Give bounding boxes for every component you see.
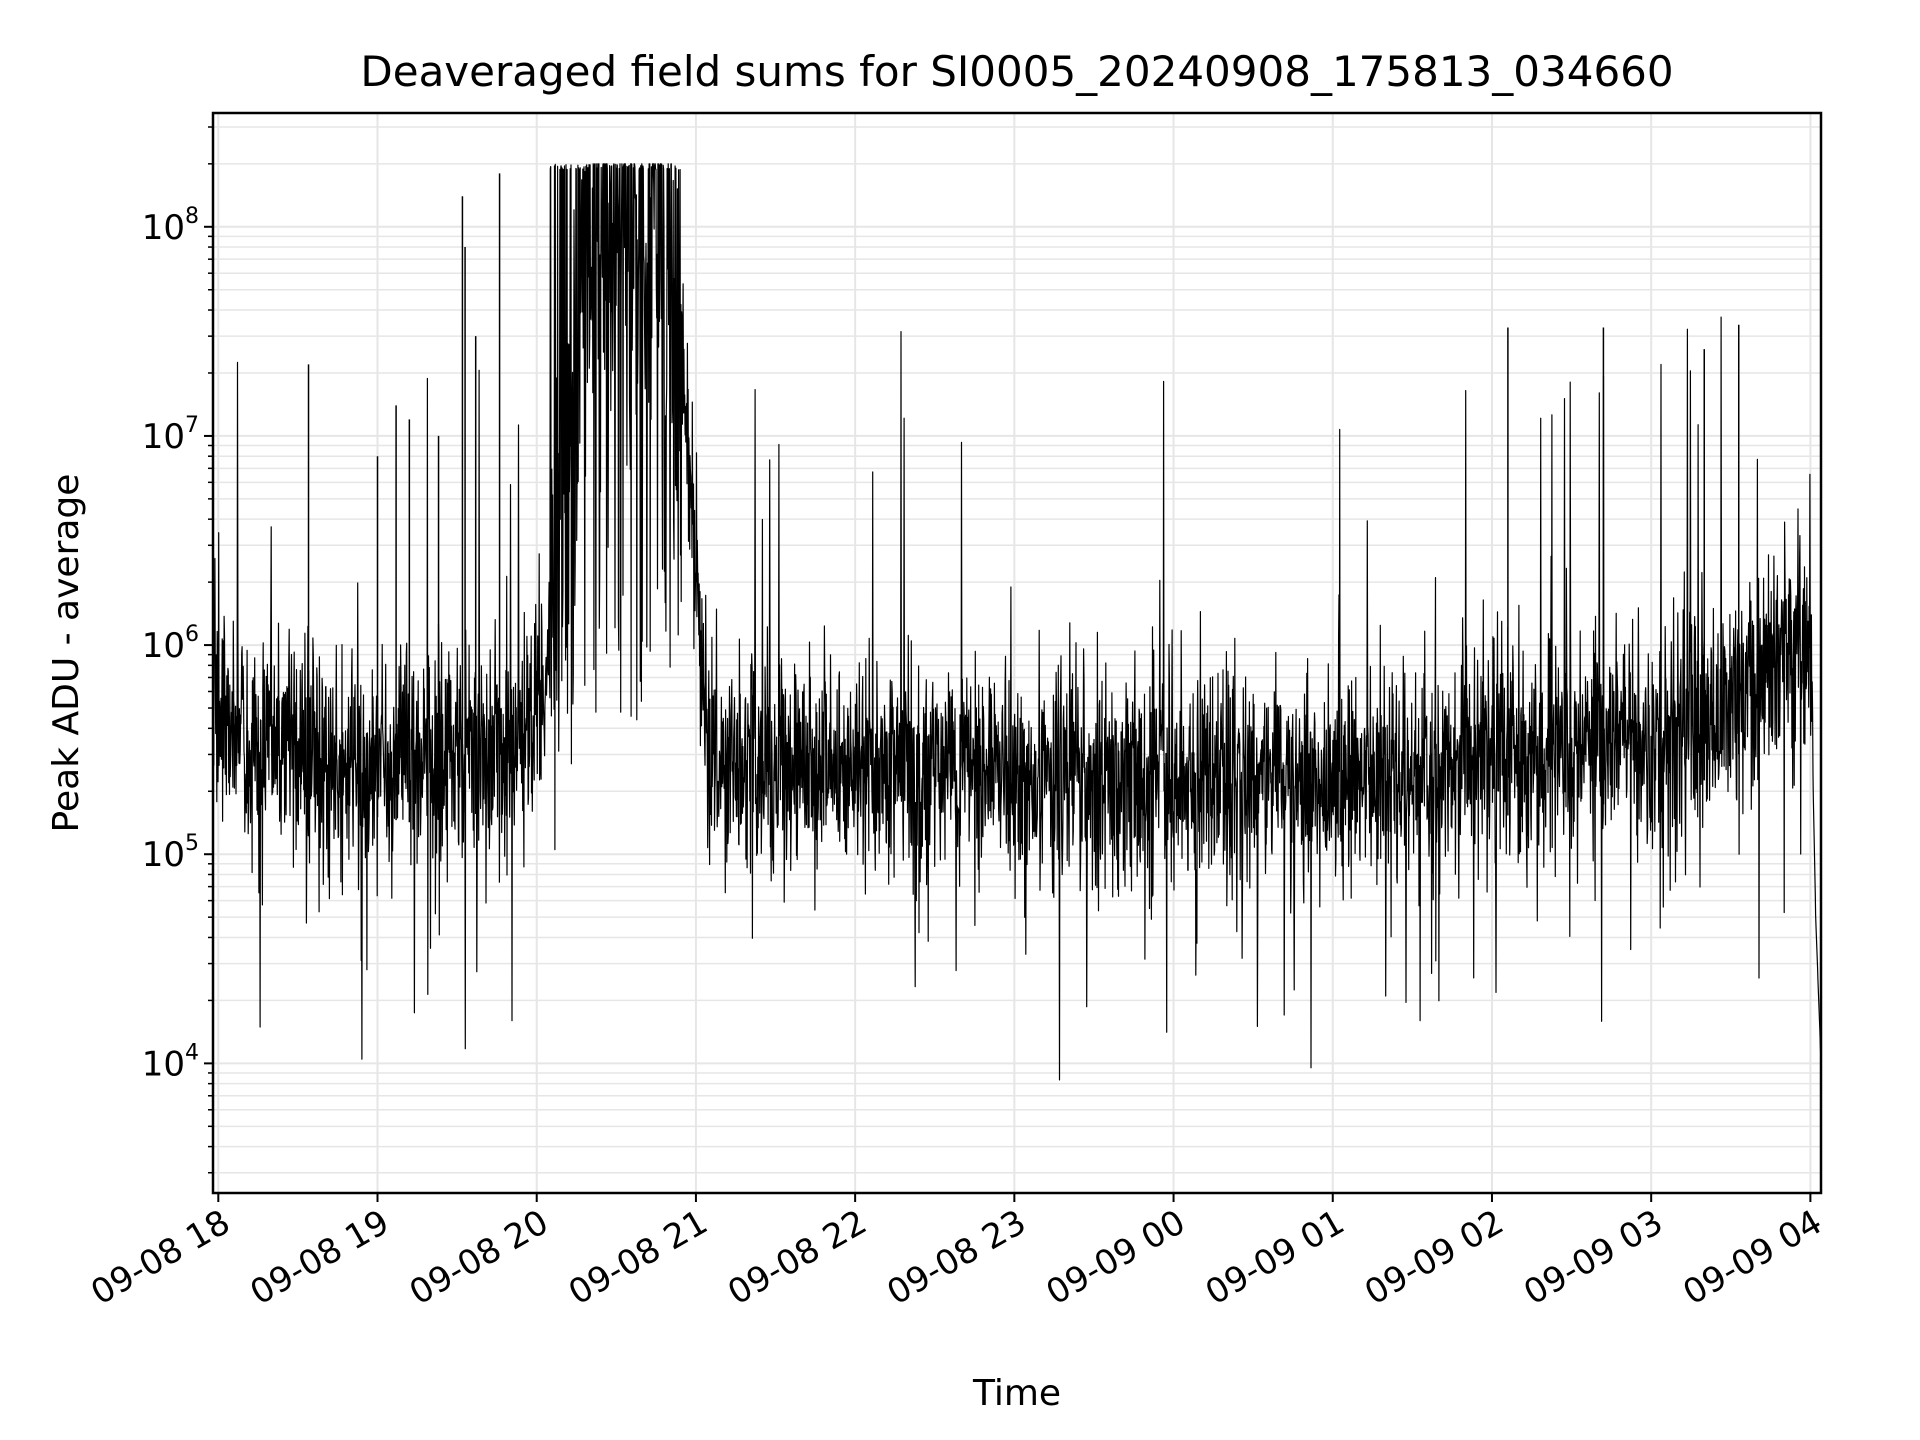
y-axis-label: Peak ADU - average (46, 474, 87, 833)
y-tick-label: 108 (142, 204, 199, 248)
y-tick-label: 107 (142, 413, 199, 457)
y-tick-label: 105 (142, 831, 199, 875)
x-axis-label: Time (972, 1373, 1061, 1414)
series-line (212, 163, 1822, 1081)
chart-title: Deaveraged field sums for SI0005_2024090… (360, 47, 1673, 96)
grid (213, 113, 1821, 1193)
data-layer (212, 163, 1822, 1081)
y-axis: 104 105 106 107 108 (142, 126, 213, 1174)
plot-frame (211, 111, 1823, 1195)
y-tick-label: 104 (142, 1040, 199, 1084)
y-tick-label: 106 (142, 622, 199, 666)
